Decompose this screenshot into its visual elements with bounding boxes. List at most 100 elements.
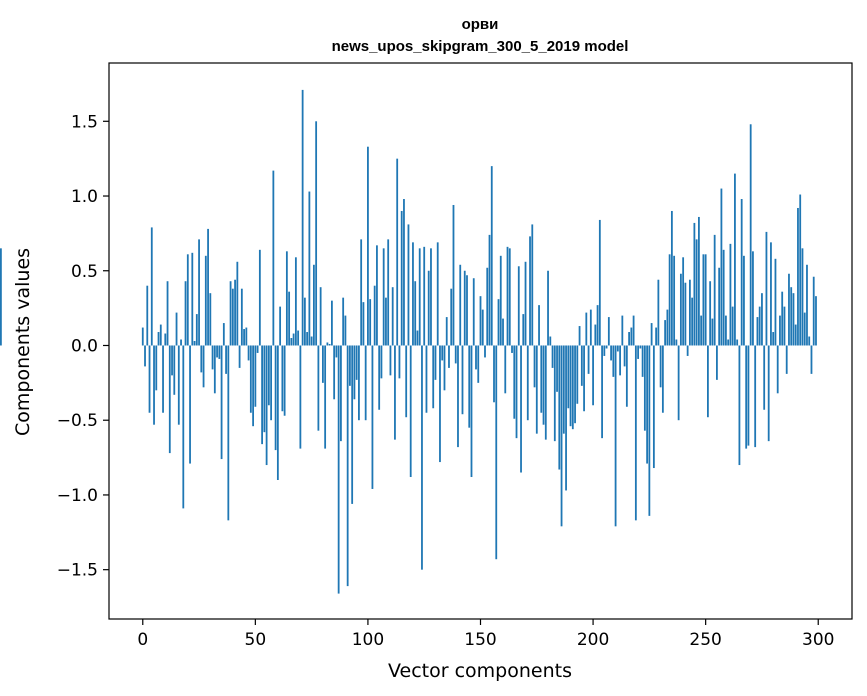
- x-tick-label: 50: [245, 630, 267, 650]
- bar: [353, 345, 356, 400]
- bar: [576, 345, 579, 404]
- bar: [335, 345, 338, 358]
- bar: [745, 345, 748, 449]
- bar: [436, 242, 439, 346]
- bar: [495, 345, 498, 560]
- bar: [529, 236, 531, 346]
- bar: [247, 345, 250, 361]
- bar: [661, 345, 664, 413]
- bar: [675, 339, 678, 346]
- bar: [333, 345, 336, 400]
- bar: [369, 299, 372, 346]
- bar: [594, 324, 597, 346]
- bar: [274, 345, 277, 451]
- bar: [414, 281, 417, 346]
- bar: [632, 315, 635, 346]
- bar: [146, 285, 149, 346]
- bar: [567, 345, 570, 409]
- bar: [204, 255, 207, 346]
- bar: [340, 345, 342, 442]
- bar: [578, 326, 581, 346]
- bar: [321, 345, 324, 383]
- bar: [290, 338, 293, 346]
- bar: [799, 194, 802, 346]
- bar: [761, 293, 763, 346]
- bar: [684, 282, 687, 346]
- y-tick-label: 0.5: [71, 262, 98, 282]
- bar: [245, 327, 248, 346]
- bar: [808, 336, 811, 346]
- bar: [231, 288, 234, 346]
- bar: [718, 267, 721, 346]
- bar: [625, 345, 628, 407]
- bar: [526, 345, 529, 421]
- bar: [610, 345, 612, 361]
- bar: [670, 210, 673, 346]
- bar: [520, 345, 522, 473]
- bar: [234, 279, 236, 346]
- bar: [785, 345, 788, 374]
- bar: [360, 239, 363, 346]
- bar: [405, 345, 408, 418]
- bar: [150, 227, 153, 346]
- bar: [367, 146, 369, 346]
- bar: [623, 345, 626, 367]
- bar: [238, 345, 241, 368]
- bar: [812, 276, 815, 346]
- x-tick-label: 250: [689, 630, 721, 650]
- bar: [394, 345, 396, 440]
- x-axis-label: Vector components: [388, 660, 572, 682]
- bar: [686, 345, 689, 356]
- bar: [265, 345, 268, 466]
- bar: [722, 249, 725, 346]
- bar: [810, 345, 813, 374]
- y-tick-label: −1.5: [57, 561, 98, 581]
- bar: [171, 345, 173, 376]
- bar: [155, 345, 158, 391]
- bar: [418, 248, 421, 346]
- bar: [364, 345, 367, 421]
- bar: [716, 345, 718, 380]
- bar: [725, 315, 727, 346]
- x-tick-label: 150: [464, 630, 496, 650]
- bar: [475, 345, 477, 370]
- bar: [276, 345, 279, 480]
- bar: [337, 345, 340, 594]
- bar: [558, 345, 561, 470]
- bar: [193, 341, 196, 346]
- bar: [659, 345, 662, 388]
- bar: [648, 345, 651, 516]
- bar: [484, 345, 486, 358]
- bar: [331, 300, 333, 346]
- bar: [756, 317, 759, 346]
- bar: [355, 345, 358, 380]
- bar: [770, 242, 772, 346]
- bar: [515, 345, 518, 439]
- bar: [488, 234, 491, 346]
- bar: [691, 297, 694, 346]
- bar: [664, 320, 667, 346]
- bar: [556, 345, 558, 392]
- bar: [499, 255, 502, 346]
- bar: [477, 345, 480, 383]
- bar: [430, 248, 432, 346]
- bar: [783, 306, 786, 346]
- bar: [427, 270, 430, 346]
- bar: [182, 345, 185, 509]
- bar: [797, 207, 799, 346]
- bar: [425, 345, 428, 413]
- bar: [326, 342, 329, 346]
- bar: [720, 188, 723, 346]
- bar: [186, 254, 189, 346]
- bar: [315, 121, 318, 346]
- bar: [603, 345, 606, 356]
- bar: [517, 266, 520, 346]
- bar: [535, 345, 538, 434]
- bar: [569, 345, 572, 427]
- bar: [459, 264, 462, 346]
- bar: [598, 219, 601, 346]
- y-tick-label: −1.0: [57, 486, 98, 506]
- bar: [641, 345, 644, 377]
- bar: [162, 345, 164, 413]
- bar: [673, 255, 676, 346]
